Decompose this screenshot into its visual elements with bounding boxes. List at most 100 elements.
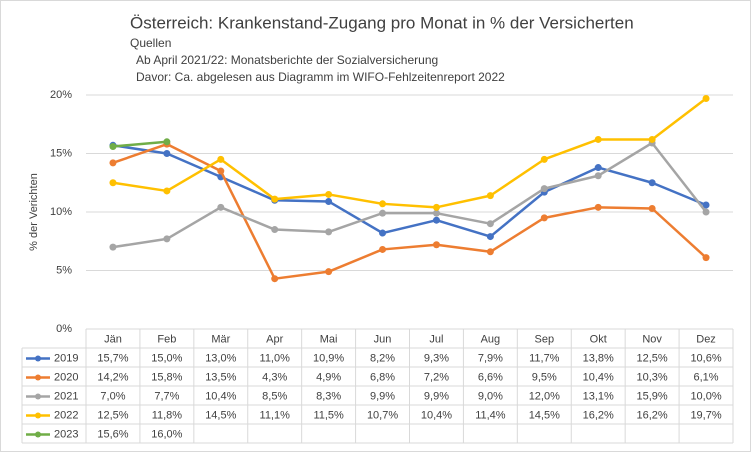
table-cell: 11,0% [260,352,291,364]
table-cell: 11,7% [529,352,560,364]
point-marker [594,164,602,172]
table-cell: 11,8% [152,409,183,421]
point-marker [486,192,494,200]
point-marker [540,185,548,193]
point-marker [109,243,117,251]
point-marker [702,254,710,262]
point-marker [271,275,279,283]
table-cell: 10,4% [205,390,236,402]
point-marker [702,95,710,103]
x-tick-label: Nov [642,333,662,345]
x-tick-label: Jän [104,333,122,345]
table-cell: 13,0% [205,352,236,364]
point-marker [648,204,656,212]
y-tick-label: 20% [50,89,72,101]
legend-key-marker [35,393,41,400]
point-marker [540,155,548,163]
point-marker [109,142,117,150]
series-line [112,140,167,148]
legend-key-marker [35,412,41,419]
table-cell: 14,2% [97,371,128,383]
point-marker [271,226,279,234]
table-cell: 12,0% [529,390,560,402]
table-cell: 7,7% [154,390,179,402]
table-cell: 11,5% [313,409,344,421]
y-tick-label: 15% [50,147,72,159]
table-cell: 13,5% [205,371,236,383]
series-line [112,142,707,280]
table-cell: 15,6% [97,428,128,440]
table-cell: 9,3% [424,352,449,364]
point-marker [486,248,494,256]
table-cell: 15,8% [151,371,182,383]
legend-key-marker [35,431,41,438]
point-marker [432,216,440,224]
point-marker [486,233,494,241]
x-tick-label: Jun [374,333,392,345]
x-tick-label: Okt [590,333,607,345]
point-marker [648,179,656,187]
point-marker [432,241,440,249]
table-cell: 11,4% [475,409,506,421]
table-cell: 4,9% [316,371,341,383]
table-cell: 9,0% [478,390,503,402]
table-cell: 13,1% [583,390,614,402]
legend-label: 2021 [54,390,78,402]
chart-title: Österreich: Krankenstand-Zugang pro Mona… [130,13,634,32]
table-cell: 12,5% [637,352,668,364]
legend-label: 2019 [54,352,78,364]
point-marker [271,195,279,203]
point-marker [217,155,225,163]
table-cell: 6,6% [478,371,503,383]
y-axis-label: % der Verichten [28,173,40,251]
x-tick-label: Dez [696,333,716,345]
table-cell: 19,7% [690,409,721,421]
point-marker [325,190,333,198]
table-cell: 13,8% [583,352,614,364]
point-marker [432,209,440,217]
table-cell: 4,3% [262,371,287,383]
point-marker [109,159,117,167]
point-marker [702,208,710,216]
legend-key-marker [35,374,41,381]
legend-label: 2022 [54,409,78,421]
point-marker [325,268,333,276]
point-marker [379,209,387,217]
point-marker [486,220,494,228]
table-cell: 14,5% [205,409,236,421]
point-marker [648,135,656,143]
point-marker [325,228,333,236]
subtitle: Ab April 2021/22: Monatsberichte der Soz… [136,53,438,67]
table-cell: 7,2% [424,371,449,383]
point-marker [540,214,548,222]
table-cell: 12,5% [97,409,128,421]
x-tick-label: Feb [157,333,176,345]
point-marker [432,203,440,211]
point-marker [325,197,333,205]
point-marker [109,179,117,187]
series-line [112,97,707,209]
x-tick-label: Mär [211,333,230,345]
table-cell: 8,3% [316,390,341,402]
x-tick-label: Aug [481,333,501,345]
series-line [112,141,708,249]
x-tick-label: Jul [429,333,443,345]
table-cell: 11,1% [260,409,291,421]
table-cell: 9,5% [532,371,557,383]
table-cell: 10,4% [421,409,452,421]
point-marker [379,200,387,208]
x-tick-label: Apr [266,333,283,345]
point-marker [163,138,171,146]
table-cell: 10,7% [367,409,398,421]
point-marker [594,172,602,180]
y-tick-label: 10% [50,206,72,218]
legend-label: 2023 [54,428,78,440]
table-cell: 16,0% [151,428,182,440]
point-marker [379,245,387,253]
table-cell: 6,8% [370,371,395,383]
table-cell: 7,9% [478,352,503,364]
table-cell: 7,0% [100,390,125,402]
table-cell: 9,9% [424,390,449,402]
